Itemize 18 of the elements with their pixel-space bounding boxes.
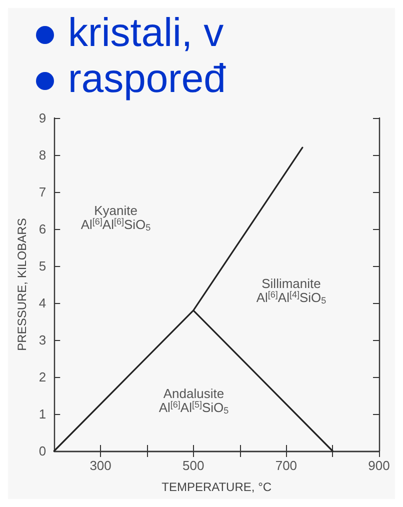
y-tick-label: 2 xyxy=(38,370,46,384)
y-tick-label: 7 xyxy=(38,184,46,200)
x-tick-label: 900 xyxy=(368,458,390,473)
y-tick-label: 8 xyxy=(38,148,46,162)
y-tick-label: 6 xyxy=(38,222,46,236)
x-axis-title: TEMPERATURE, °C xyxy=(162,480,272,494)
x-tick-label: 300 xyxy=(90,458,112,473)
text: raspoređ xyxy=(68,56,226,102)
x-tick-label: 700 xyxy=(275,458,298,473)
y-tick-label: 0 xyxy=(38,444,46,458)
y-tick-label: 4 xyxy=(38,296,46,310)
y-axis-title: PRESSURE, KILOBARS xyxy=(15,218,29,351)
y-tick-label: 1 xyxy=(38,406,46,422)
y-tick-label: 9 xyxy=(38,110,46,126)
y-tick-label: 3 xyxy=(38,332,46,348)
x-tick-label: 500 xyxy=(182,458,204,473)
text: kristali, v xyxy=(68,10,225,56)
y-tick-label: 5 xyxy=(38,258,46,274)
